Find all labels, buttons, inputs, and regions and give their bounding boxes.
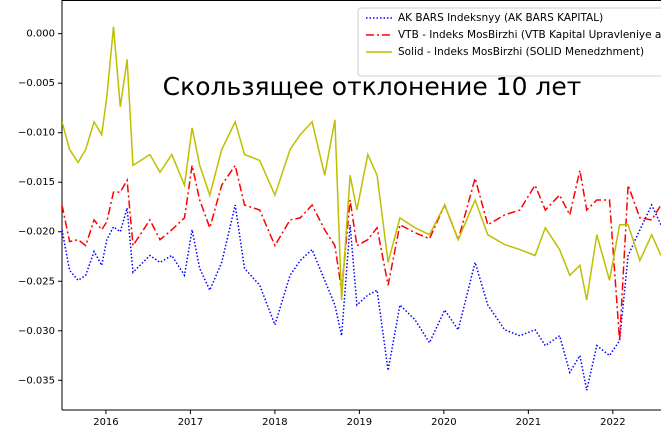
x-tick-label: 2021 bbox=[516, 417, 541, 428]
y-tick-label: 0.000 bbox=[26, 29, 55, 40]
y-tick-label: −0.010 bbox=[18, 128, 55, 139]
legend-label: VTB - Indeks MosBirzhi (VTB Kapital Upra… bbox=[398, 29, 661, 41]
y-tick-label: −0.035 bbox=[18, 375, 55, 386]
y-tick-label: −0.030 bbox=[18, 326, 55, 337]
x-tick-label: 2018 bbox=[262, 417, 287, 428]
legend-label: AK BARS Indeksnyy (AK BARS KAPITAL) bbox=[398, 12, 603, 24]
chart-title: Скользящее отклонение 10 лет bbox=[163, 72, 582, 101]
legend-label: Solid - Indeks MosBirzhi (SOLID Menedzhm… bbox=[398, 46, 644, 58]
x-tick-label: 2022 bbox=[600, 417, 625, 428]
x-tick-label: 2016 bbox=[93, 417, 118, 428]
plot-area bbox=[62, 26, 661, 391]
legend: AK BARS Indeksnyy (AK BARS KAPITAL) VTB -… bbox=[357, 7, 661, 77]
legend-box bbox=[357, 7, 661, 77]
x-tick-label: 2020 bbox=[431, 417, 456, 428]
y-tick-label: −0.005 bbox=[18, 78, 55, 89]
series-line bbox=[62, 26, 661, 301]
x-tick-label: 2019 bbox=[347, 417, 372, 428]
y-tick-label: −0.020 bbox=[18, 227, 55, 238]
x-tick-label: 2017 bbox=[178, 417, 203, 428]
series-line bbox=[62, 163, 661, 341]
y-tick-label: −0.025 bbox=[18, 276, 55, 287]
series-line bbox=[62, 203, 661, 391]
y-tick-label: −0.015 bbox=[18, 177, 55, 188]
